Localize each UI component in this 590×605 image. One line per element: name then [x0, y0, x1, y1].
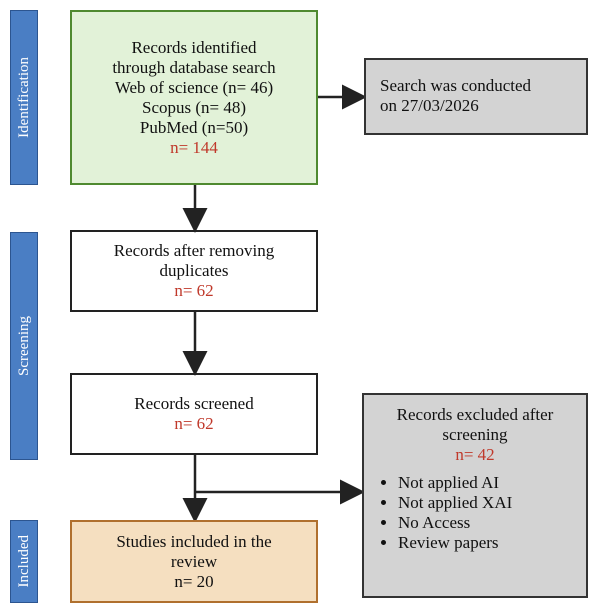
excluded-box: Records excluded after screening n= 42 N…: [362, 393, 588, 598]
text: Studies included in the: [116, 531, 272, 551]
count: n= 62: [174, 281, 214, 300]
text: screening: [442, 425, 508, 444]
text: Records after removing: [113, 241, 275, 260]
count: n= 42: [455, 445, 495, 464]
included-box: Studies included in the review n= 20: [70, 520, 318, 603]
text: n= 20: [174, 571, 214, 591]
reason: Not applied XAI: [398, 493, 586, 513]
reason: Not applied AI: [398, 473, 586, 493]
search-note-box: Search was conducted on 27/03/2026: [364, 58, 588, 135]
text: Web of science (n= 46): [114, 77, 274, 97]
text: on 27/03/2026: [380, 96, 479, 115]
text: through database search: [112, 57, 276, 77]
reason: No Access: [398, 513, 586, 533]
identified-box: Records identified through database sear…: [70, 10, 318, 185]
reason-list: Not applied AI Not applied XAI No Access…: [364, 473, 586, 553]
text: Records screened: [134, 394, 254, 413]
text: Records excluded after: [396, 405, 554, 424]
stage-text: Included: [15, 535, 32, 588]
text: Scopus (n= 48): [141, 97, 247, 117]
count: n= 62: [174, 414, 214, 433]
stage-text: Identification: [15, 57, 32, 138]
text: duplicates: [159, 261, 229, 280]
reason: Review papers: [398, 533, 586, 553]
stage-text: Screening: [15, 316, 32, 376]
stage-label: Included: [10, 520, 38, 603]
stage-label: Identification: [10, 10, 38, 185]
count: n= 144: [170, 137, 218, 157]
text: Search was conducted: [380, 76, 532, 95]
deduplicated-box: Records after removing duplicates n= 62: [70, 230, 318, 312]
text: review: [170, 551, 218, 571]
stage-label: Screening: [10, 232, 38, 460]
text: Records identified: [131, 37, 257, 57]
text: PubMed (n=50): [139, 117, 249, 137]
screened-box: Records screened n= 62: [70, 373, 318, 455]
